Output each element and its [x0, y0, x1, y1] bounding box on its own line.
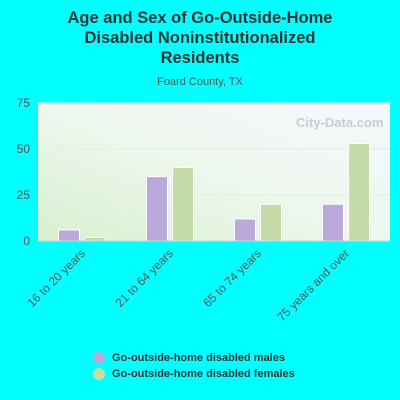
legend-label-females: Go-outside-home disabled females [112, 368, 295, 380]
x-tick-label: 75 years and over [274, 246, 352, 324]
y-tick-label: 50 [17, 142, 31, 156]
bar-males [146, 176, 168, 242]
bar-females [260, 203, 282, 242]
legend-swatch-females [93, 368, 105, 380]
legend-item-males: Go-outside-home disabled males [93, 350, 295, 366]
x-tick-label: 16 to 20 years [24, 246, 88, 310]
chart-subtitle: Foard County, TX [157, 76, 243, 88]
title-line-2: Disabled Noninstitutionalized [84, 29, 316, 47]
bar-males [58, 229, 80, 242]
bar-females [84, 236, 106, 242]
y-tick-label: 25 [17, 188, 31, 202]
x-tick-label: 21 to 64 years [112, 246, 176, 310]
y-tick-label: 75 [17, 96, 31, 110]
y-tick-label: 0 [23, 234, 30, 248]
legend: Go-outside-home disabled males Go-outsid… [93, 350, 295, 382]
bar-males [234, 218, 256, 242]
watermark-text: City-Data.com [296, 115, 383, 130]
legend-swatch-males [93, 352, 105, 364]
x-tick-label: 65 to 74 years [200, 246, 264, 310]
bar-females [172, 166, 194, 242]
legend-label-males: Go-outside-home disabled males [112, 352, 285, 364]
bar-males [322, 203, 344, 242]
bar-females [348, 142, 370, 242]
legend-item-females: Go-outside-home disabled females [93, 366, 295, 382]
title-line-1: Age and Sex of Go-Outside-Home [67, 9, 333, 27]
chart-title: Age and Sex of Go-Outside-Home Disabled … [0, 8, 400, 68]
title-line-3: Residents [160, 49, 240, 67]
